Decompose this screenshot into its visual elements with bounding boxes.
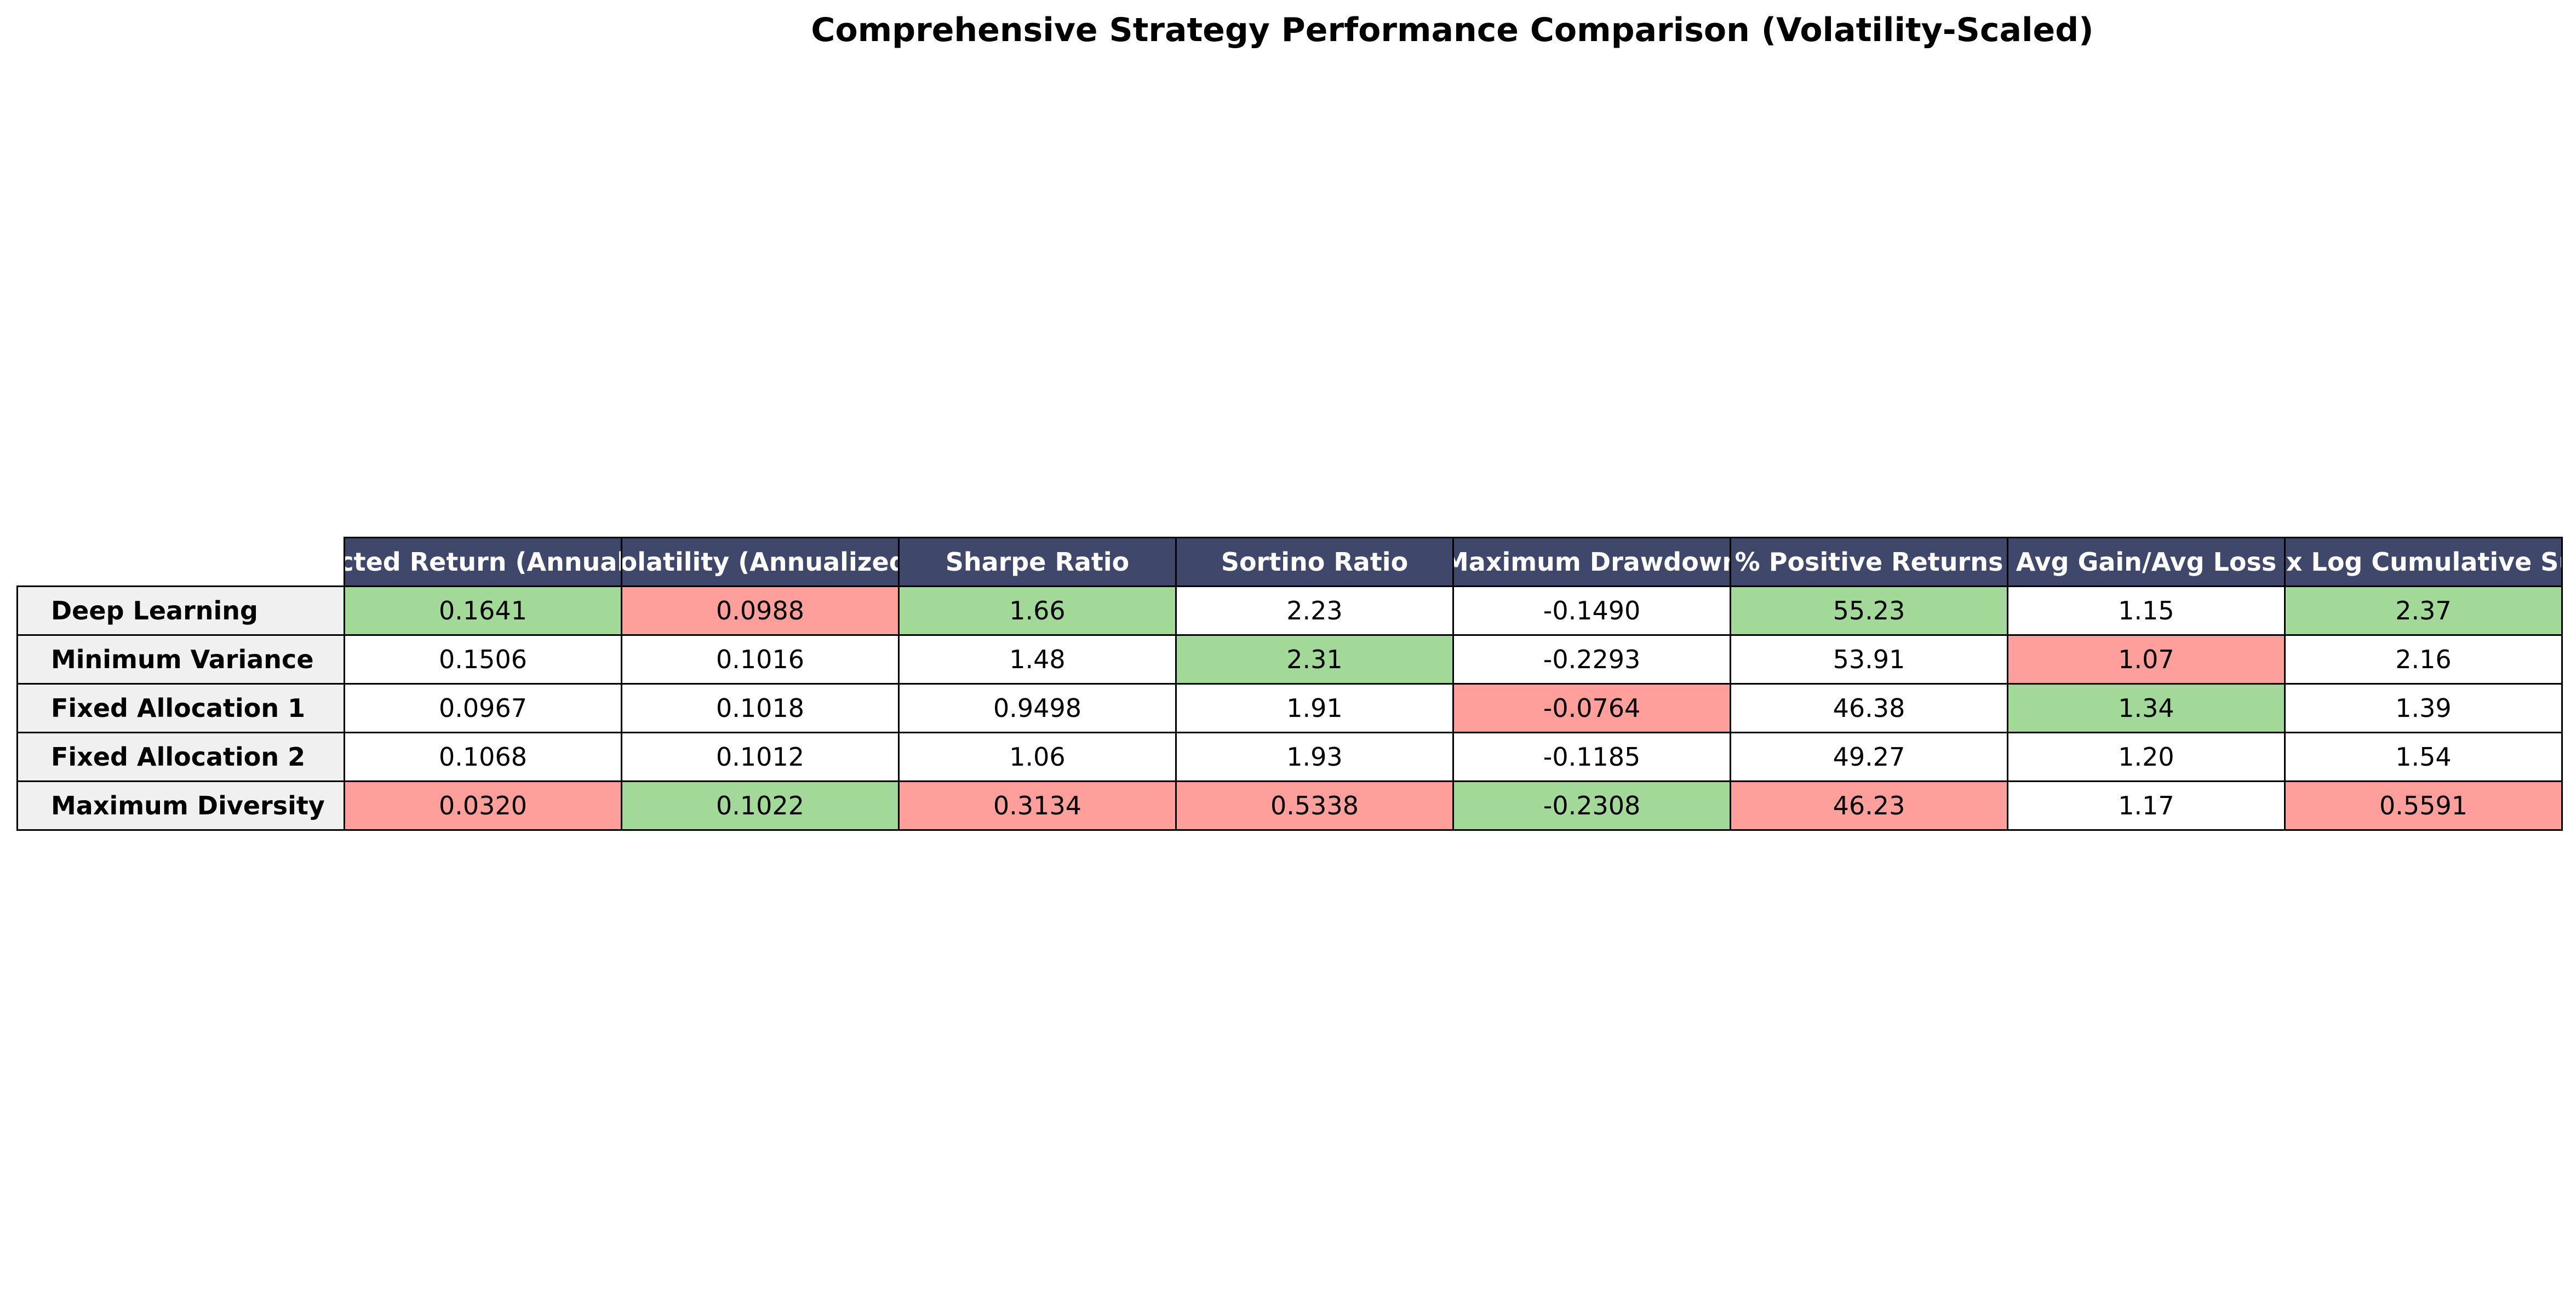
table-cell: -0.2293 (1452, 634, 1731, 685)
row-header: Fixed Allocation 2 (16, 732, 345, 782)
table-cell: 1.15 (2007, 585, 2286, 636)
table-row: Fixed Allocation 1 0.0967 0.1018 0.9498 … (16, 683, 2563, 733)
table-cell: 46.23 (1730, 780, 2008, 831)
table-cell: 0.1506 (344, 634, 622, 685)
column-header: Sharpe Ratio (898, 537, 1177, 587)
table-row: Fixed Allocation 2 0.1068 0.1012 1.06 1.… (16, 732, 2563, 782)
chart-title: Comprehensive Strategy Performance Compa… (811, 11, 2094, 49)
table-cell: 0.0988 (621, 585, 900, 636)
table-cell: 1.06 (898, 732, 1177, 782)
table-cell: 0.1018 (621, 683, 900, 733)
table-cell: 0.1016 (621, 634, 900, 685)
table-row: Minimum Variance 0.1506 0.1016 1.48 2.31… (16, 634, 2563, 685)
table-cell: 2.37 (2284, 585, 2563, 636)
table-cell: 0.0967 (344, 683, 622, 733)
table-cell: -0.2308 (1452, 780, 1731, 831)
table-cell: -0.0764 (1452, 683, 1731, 733)
row-header: Deep Learning (16, 585, 345, 636)
table-cell: 2.31 (1175, 634, 1454, 685)
table-cell: -0.1185 (1452, 732, 1731, 782)
table-cell: 1.48 (898, 634, 1177, 685)
row-header: Maximum Diversity (16, 780, 345, 831)
column-header: Sortino Ratio (1175, 537, 1454, 587)
table-cell: 46.38 (1730, 683, 2008, 733)
column-header: % Positive Returns (1730, 537, 2008, 587)
row-header: Minimum Variance (16, 634, 345, 685)
table-cell: 0.5338 (1175, 780, 1454, 831)
table-cell: 1.39 (2284, 683, 2563, 733)
table-cell: 2.23 (1175, 585, 1454, 636)
table-cell: 1.91 (1175, 683, 1454, 733)
row-header: Fixed Allocation 1 (16, 683, 345, 733)
table-cell: 1.93 (1175, 732, 1454, 782)
table-cell: 1.07 (2007, 634, 2286, 685)
corner-cell (17, 537, 345, 587)
table-cell: -0.1490 (1452, 585, 1731, 636)
table-cell: 1.34 (2007, 683, 2286, 733)
column-header: Max Log Cumulative Sum (2284, 537, 2563, 587)
table-cell: 1.66 (898, 585, 1177, 636)
table-cell: 0.1022 (621, 780, 900, 831)
table-cell: 0.3134 (898, 780, 1177, 831)
table-cell: 0.0320 (344, 780, 622, 831)
table-cell: 0.1068 (344, 732, 622, 782)
column-header: Expected Return (Annualized) (344, 537, 622, 587)
table-cell: 0.9498 (898, 683, 1177, 733)
column-header: Maximum Drawdown (1452, 537, 1731, 587)
performance-table: Expected Return (Annualized) Volatility … (16, 537, 2563, 831)
table-row: Maximum Diversity 0.0320 0.1022 0.3134 0… (16, 780, 2563, 831)
table-cell: 49.27 (1730, 732, 2008, 782)
table-cell: 55.23 (1730, 585, 2008, 636)
column-header: Volatility (Annualized) (621, 537, 900, 587)
table-row: Deep Learning 0.1641 0.0988 1.66 2.23 -0… (16, 585, 2563, 636)
header-row: Expected Return (Annualized) Volatility … (17, 537, 2563, 587)
table-cell: 1.54 (2284, 732, 2563, 782)
table-cell: 0.1641 (344, 585, 622, 636)
table-cell: 1.20 (2007, 732, 2286, 782)
table-cell: 2.16 (2284, 634, 2563, 685)
table-cell: 1.17 (2007, 780, 2286, 831)
column-header: Avg Gain/Avg Loss (2007, 537, 2286, 587)
table-cell: 0.1012 (621, 732, 900, 782)
table-cell: 53.91 (1730, 634, 2008, 685)
table-cell: 0.5591 (2284, 780, 2563, 831)
